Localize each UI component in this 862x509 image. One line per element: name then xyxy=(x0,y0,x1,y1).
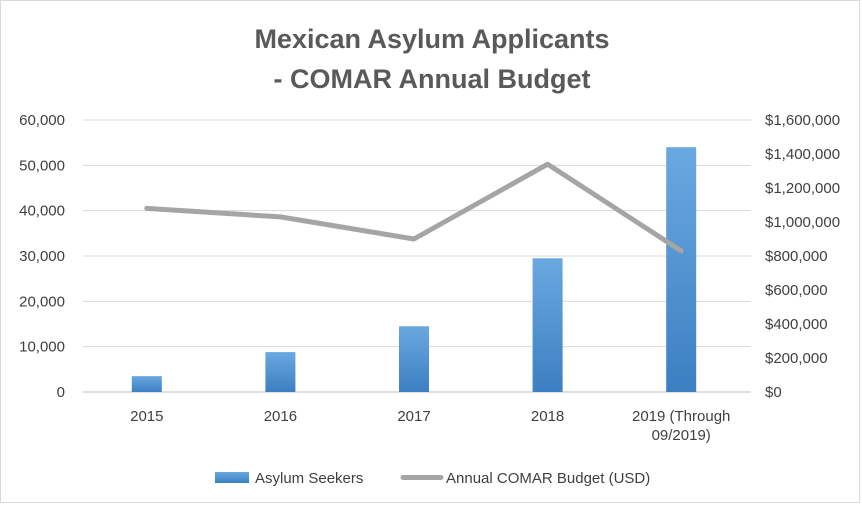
legend-label-comar-budget: Annual COMAR Budget (USD) xyxy=(446,470,650,487)
left-axis-tick-label: 60,000 xyxy=(19,112,65,129)
line-comar-budget xyxy=(144,161,684,254)
chart-title-line-2: - COMAR Annual Budget xyxy=(274,64,591,94)
left-axis-tick-label: 40,000 xyxy=(19,203,65,220)
x-axis-tick-label: 2017 xyxy=(397,408,430,425)
x-axis-tick-label: 2019 (Through xyxy=(632,408,730,425)
legend-label-asylum-seekers: Asylum Seekers xyxy=(255,470,363,487)
right-axis-tick-label: $1,200,000 xyxy=(765,180,840,197)
x-axis-tick-label: 09/2019) xyxy=(652,427,711,444)
x-axis-tick-label: 2015 xyxy=(130,408,163,425)
bar-asylum-seekers xyxy=(399,326,429,392)
bar-asylum-seekers xyxy=(131,376,162,392)
x-axis-tick-label: 2016 xyxy=(264,408,297,425)
left-axis-tick-label: 30,000 xyxy=(19,248,65,265)
right-axis-tick-label: $0 xyxy=(765,384,782,401)
bar-asylum-seekers xyxy=(265,352,296,392)
right-axis-tick-label: $1,400,000 xyxy=(765,146,840,163)
right-axis-tick-label: $600,000 xyxy=(765,282,828,299)
legend-swatch-asylum-seekers xyxy=(215,472,249,483)
right-axis-tick-label: $400,000 xyxy=(765,316,828,333)
right-axis-tick-label: $1,000,000 xyxy=(765,214,840,231)
chart-title-line-1: Mexican Asylum Applicants xyxy=(254,24,609,54)
right-axis-tick-label: $800,000 xyxy=(765,248,828,265)
x-axis-labels: 2015 2016 2017 2018 2019 (Through 09/2019) xyxy=(130,408,730,444)
left-axis-tick-label: 10,000 xyxy=(19,339,65,356)
right-axis-ticks: $0 $200,000 $400,000 $600,000 $800,000 $1,000… xyxy=(765,112,840,401)
left-axis-ticks: 0 10,000 20,000 30,000 40,000 50,000 60,000 xyxy=(19,112,65,401)
x-axis-tick-label: 2018 xyxy=(531,408,564,425)
line-series-comar-budget xyxy=(144,161,684,254)
legend: Asylum Seekers Annual COMAR Budget (USD) xyxy=(215,470,650,487)
left-axis-tick-label: 20,000 xyxy=(19,293,65,310)
bar-asylum-seekers xyxy=(532,258,563,392)
bar-series-asylum-seekers xyxy=(131,147,697,392)
left-axis-tick-label: 0 xyxy=(57,384,65,401)
left-axis-tick-label: 50,000 xyxy=(19,157,65,174)
right-axis-tick-label: $1,600,000 xyxy=(765,112,840,129)
right-axis-tick-label: $200,000 xyxy=(765,350,828,367)
bar-asylum-seekers xyxy=(666,147,697,392)
